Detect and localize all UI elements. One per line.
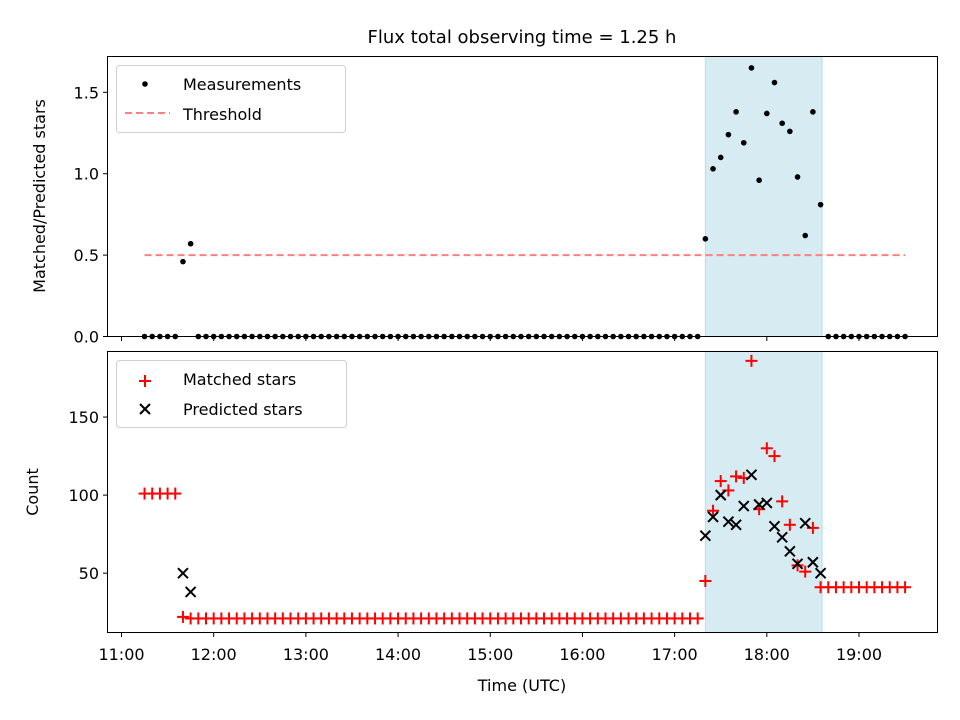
x-tick-label: 14:00 [375, 645, 421, 664]
predicted-star-point [776, 531, 788, 543]
measurement-point [733, 109, 739, 115]
legend-marker-matched-stars [139, 375, 151, 387]
predicted-star-point [799, 517, 811, 529]
matched-star-point [169, 487, 182, 500]
matched-star-point [768, 450, 781, 463]
legend-marker-measurements [142, 81, 148, 87]
bottom-legend-box [116, 360, 347, 428]
bottom-y-axis-label: Count [23, 468, 42, 516]
predicted-star-point [807, 556, 819, 568]
y-tick-label: 0.5 [74, 246, 99, 265]
measurement-point [756, 177, 762, 184]
bottom-legend: Matched stars Predicted stars [116, 360, 347, 428]
top-y-axis-label: Matched/Predicted stars [30, 99, 49, 293]
x-tick-label: 17:00 [652, 645, 698, 664]
matched-star-point [691, 612, 704, 625]
legend-label-threshold: Threshold [182, 105, 262, 124]
matched-star-point [714, 475, 727, 488]
x-tick-label: 11:00 [98, 645, 144, 664]
x-tick-label: 16:00 [559, 645, 605, 664]
y-tick-label: 0.0 [74, 328, 99, 347]
measurement-point [779, 120, 785, 127]
measurement-point [771, 79, 778, 86]
measurement-point [717, 154, 724, 161]
measurement-point [710, 166, 716, 172]
top-x-ticks [121, 336, 860, 341]
predicted-star-point [715, 489, 727, 501]
predicted-star-point [177, 567, 189, 579]
measurement-point [802, 232, 809, 239]
predicted-star-point [738, 500, 750, 512]
top-shaded-region [704, 56, 823, 337]
predicted-star-point [722, 515, 735, 528]
legend-label-matched-stars: Matched stars [183, 370, 296, 389]
measurement-point [817, 201, 824, 208]
matched-stars-series [138, 354, 912, 625]
top-legend: Measurements Threshold [116, 65, 346, 133]
predicted-star-point [761, 497, 773, 509]
predicted-star-point [768, 520, 781, 533]
matched-star-point [899, 581, 912, 594]
bottom-axes-frame [107, 351, 938, 633]
top-axes-frame [107, 56, 938, 337]
matched-star-point [176, 610, 189, 623]
top-y-ticks: 0.0 0.5 1.0 1.5 [74, 83, 108, 347]
measurement-point [180, 258, 186, 265]
predicted-star-point [707, 511, 719, 523]
chart-title: Flux total observing time = 1.25 h [368, 27, 677, 48]
matched-star-point [707, 504, 720, 517]
predicted-star-point [745, 469, 758, 481]
matched-star-point [745, 354, 758, 367]
y-tick-label: 100 [68, 486, 99, 505]
measurement-point [748, 65, 755, 71]
matched-star-point [799, 565, 812, 578]
y-tick-label: 1.5 [74, 83, 99, 102]
x-tick-label: 13:00 [283, 645, 329, 664]
matched-star-point [730, 470, 743, 483]
matched-star-point [791, 559, 804, 572]
measurement-point [187, 240, 194, 247]
x-tick-label: 18:00 [744, 645, 790, 664]
predicted-star-point [791, 558, 804, 570]
predicted-stars-series [177, 469, 827, 598]
predicted-star-point [814, 567, 827, 579]
measurement-point [810, 109, 816, 115]
bottom-x-ticks: 11:00 12:00 13:00 14:00 15:00 16:00 17:00 18:00… [98, 632, 882, 664]
x-tick-label: 12:00 [191, 645, 237, 664]
x-axis-label: Time (UTC) [477, 676, 566, 695]
matched-star-point [783, 518, 796, 531]
predicted-star-point [184, 586, 197, 598]
matched-star-point [776, 495, 789, 508]
x-tick-label: 15:00 [467, 645, 513, 664]
legend-label-predicted-stars: Predicted stars [183, 400, 303, 419]
top-panel: 0.0 0.5 1.0 1.5 Matched/Predicted stars Mea… [30, 56, 938, 347]
shaded-region-rect [704, 56, 823, 337]
measurement-point [794, 174, 801, 180]
legend-label-measurements: Measurements [183, 75, 301, 94]
measurement-point [740, 139, 747, 146]
y-tick-label: 150 [68, 408, 99, 427]
legend-marker-predicted-stars [139, 403, 151, 415]
matched-star-point [699, 574, 712, 587]
bottom-y-ticks: 50 100 150 [68, 408, 108, 583]
predicted-star-point [699, 530, 712, 542]
measurement-point [725, 131, 732, 138]
top-legend-box [116, 65, 346, 133]
measurement-point [764, 110, 770, 117]
measurement-point [787, 128, 793, 135]
predicted-star-point [784, 545, 796, 558]
x-tick-label: 19:00 [836, 645, 882, 664]
measurement-point [702, 236, 709, 242]
predicted-star-point [730, 519, 742, 531]
y-tick-label: 50 [79, 564, 99, 583]
y-tick-label: 1.0 [74, 165, 99, 184]
matched-star-point [760, 442, 773, 455]
